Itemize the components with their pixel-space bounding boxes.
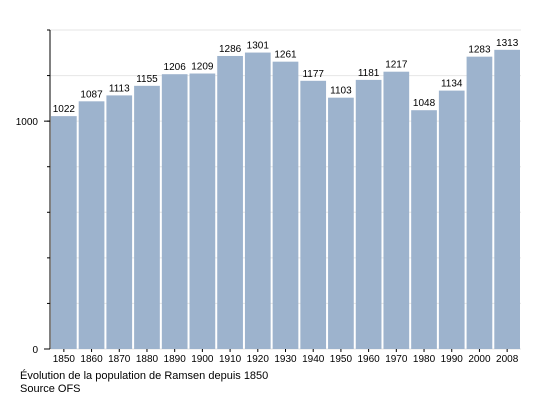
value-labels: 1022 1087 1113 1155 1206 1209 1286 1301 1261 1177…	[53, 38, 519, 115]
axes: 0 1000	[16, 29, 508, 356]
value-label-2000: 1283	[468, 45, 491, 56]
x-tick-label-1940: 1940	[302, 354, 325, 365]
x-tick-label-1980: 1980	[413, 354, 436, 365]
value-label-1900: 1209	[191, 62, 214, 73]
bar-1850	[51, 116, 77, 349]
bar-1960	[355, 79, 382, 350]
value-label-1990: 1134	[441, 79, 463, 90]
value-label-1860: 1087	[80, 89, 103, 100]
bar-2008	[494, 49, 520, 349]
value-label-1960: 1181	[358, 68, 380, 79]
x-tick-label-1870: 1870	[108, 354, 131, 365]
bar-1980	[411, 110, 437, 349]
value-label-1880: 1155	[136, 74, 158, 85]
bar-1880	[134, 85, 160, 349]
value-label-1890: 1206	[164, 62, 187, 73]
bar-1870	[106, 95, 133, 350]
x-tick-label-1960: 1960	[357, 354, 380, 365]
x-tick-label-2008: 2008	[496, 354, 519, 365]
value-label-1870: 1113	[109, 83, 130, 94]
value-label-1920: 1301	[247, 41, 270, 52]
bar-1860	[78, 101, 105, 350]
bar-2000	[466, 56, 493, 349]
y-tick-label-1000: 1000	[16, 117, 39, 128]
bar-1900	[189, 73, 216, 349]
caption-source: Source OFS	[20, 383, 81, 395]
value-label-1910: 1286	[219, 44, 242, 55]
bar-1940	[300, 80, 327, 350]
value-label-2008: 1313	[496, 38, 519, 49]
value-label-1930: 1261	[274, 50, 297, 61]
bars	[51, 49, 520, 350]
caption-title: Évolution de la population de Ramsen dep…	[20, 370, 269, 382]
y-tick-label-0: 0	[32, 345, 38, 356]
value-label-1850: 1022	[53, 104, 76, 115]
value-label-1970: 1217	[385, 60, 408, 71]
bar-1970	[383, 71, 410, 349]
x-tick-label-1850: 1850	[53, 354, 76, 365]
x-tick-label-1880: 1880	[136, 354, 159, 365]
bar-1910	[217, 55, 243, 350]
bar-1890	[161, 74, 188, 349]
x-tick-label-1890: 1890	[164, 354, 187, 365]
x-tick-label-1900: 1900	[191, 354, 214, 365]
x-tick-label-1910: 1910	[219, 354, 242, 365]
x-tick-label-1920: 1920	[247, 354, 270, 365]
x-tick-label-2000: 2000	[468, 354, 491, 365]
x-tick-label-1860: 1860	[80, 354, 103, 365]
x-tick-label-1990: 1990	[441, 354, 464, 365]
value-label-1980: 1048	[413, 98, 436, 109]
bar-1990	[438, 90, 465, 350]
x-tick-label-1950: 1950	[330, 354, 353, 365]
bar-1930	[272, 61, 299, 349]
x-tick-labels: 1850 1860 1870 1880 1890 1900 1910 1920 1930 1940…	[53, 354, 519, 365]
x-tick-label-1970: 1970	[385, 354, 408, 365]
value-label-1940: 1177	[302, 69, 324, 80]
value-label-1950: 1103	[330, 86, 352, 97]
bar-1950	[328, 97, 354, 349]
x-tick-label-1930: 1930	[274, 354, 297, 365]
bar-1920	[244, 52, 271, 349]
